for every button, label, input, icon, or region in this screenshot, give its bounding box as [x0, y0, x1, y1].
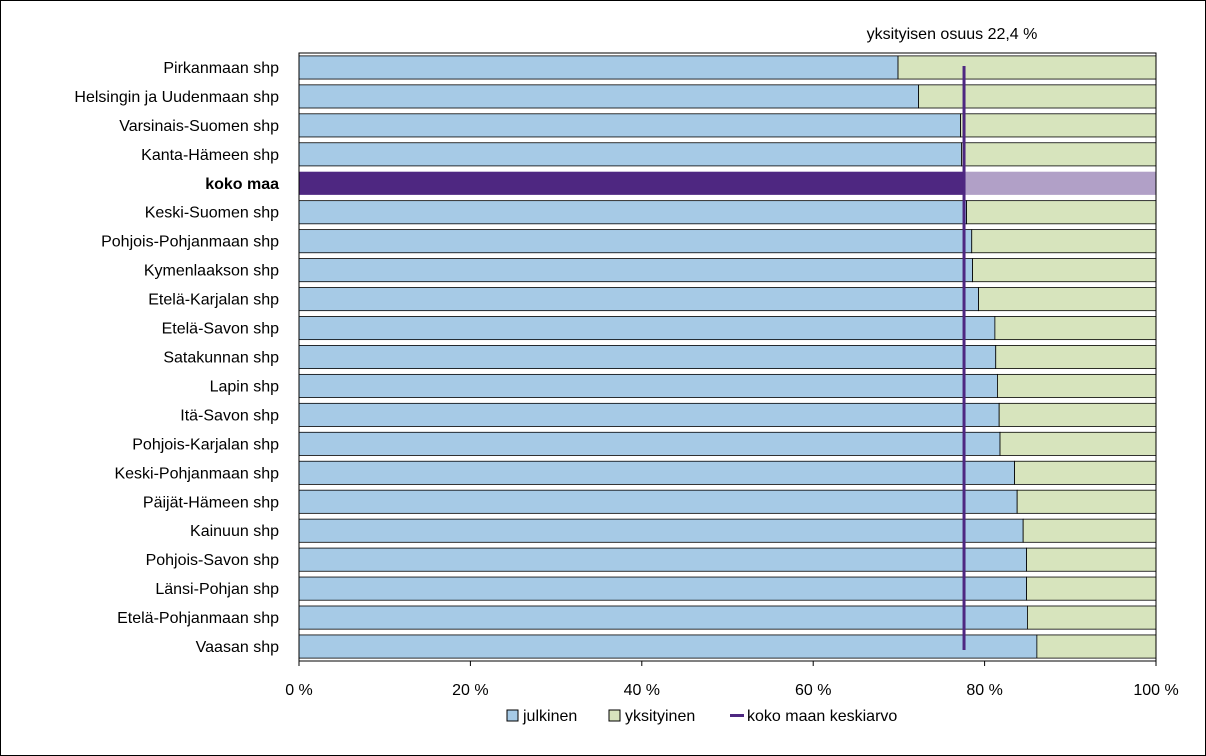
- bar-private: [960, 113, 1157, 138]
- plot-border: [298, 52, 1157, 662]
- category-label: Helsingin ja Uudenmaan shp: [74, 89, 279, 106]
- bar-public: [298, 373, 998, 398]
- category-label: Etelä-Savon shp: [162, 321, 280, 338]
- bar-private: [961, 142, 1157, 167]
- category-label: Pirkanmaan shp: [163, 60, 279, 77]
- x-tick-label: 40 %: [624, 682, 660, 699]
- bar-public: [298, 489, 1018, 514]
- legend-label: yksityinen: [625, 708, 695, 725]
- legend-swatch: [608, 709, 621, 722]
- bar-private: [918, 84, 1157, 109]
- x-tick-label: 20 %: [452, 682, 488, 699]
- bars-layer: [298, 55, 1157, 659]
- bar-private: [1027, 605, 1157, 630]
- legend-label: koko maan keskiarvo: [747, 708, 897, 725]
- bar-private: [1022, 518, 1157, 543]
- bar-private: [994, 316, 1157, 341]
- bar-private: [1026, 576, 1157, 601]
- bar-public: [298, 229, 973, 254]
- category-labels: Pirkanmaan shp Helsingin ja Uudenmaan shp…: [74, 60, 279, 656]
- bar-private: [964, 171, 1156, 195]
- bar-public: [298, 142, 962, 167]
- bar-public: [298, 316, 996, 341]
- bar-public: [298, 55, 899, 80]
- bar-private: [972, 258, 1157, 283]
- bar-public: [298, 258, 974, 283]
- legend-swatch: [506, 709, 519, 722]
- bar-private: [897, 55, 1157, 80]
- bar-public: [299, 171, 965, 195]
- category-label: Itä-Savon shp: [180, 407, 279, 424]
- private-share-annotation: yksityisen osuus 22,4 %: [867, 26, 1038, 43]
- bar-private: [998, 402, 1157, 427]
- category-label: Etelä-Karjalan shp: [148, 292, 279, 309]
- x-tick-label: 80 %: [966, 682, 1002, 699]
- bar-public: [298, 518, 1024, 543]
- bar-private: [999, 431, 1157, 456]
- category-label: Länsi-Pohjan shp: [155, 581, 279, 598]
- bar-private: [1016, 489, 1157, 514]
- category-label: Kymenlaakson shp: [144, 263, 279, 280]
- bar-private: [997, 373, 1157, 398]
- bar-public: [298, 431, 1001, 456]
- x-tick-label: 0 %: [285, 682, 313, 699]
- bar-public: [298, 634, 1038, 659]
- category-label: Varsinais-Suomen shp: [119, 118, 279, 135]
- bar-private: [1014, 460, 1157, 485]
- category-label: Lapin shp: [210, 378, 279, 395]
- bar-private: [971, 229, 1157, 254]
- x-tick-label: 100 %: [1133, 682, 1178, 699]
- bar-private: [966, 200, 1157, 225]
- legend: julkinen yksityinen koko maan keskiarvo: [506, 708, 897, 725]
- category-label: Päijät-Hämeen shp: [143, 494, 279, 511]
- bar-public: [298, 287, 980, 312]
- category-label: Keski-Suomen shp: [145, 205, 279, 222]
- x-axis-ticks: 0 % 20 % 40 % 60 % 80 % 100 %: [285, 661, 1179, 699]
- category-label: Kainuun shp: [190, 523, 279, 540]
- bar-private: [978, 287, 1157, 312]
- category-label: Vaasan shp: [196, 639, 279, 656]
- bar-private: [995, 345, 1157, 369]
- category-label: Satakunnan shp: [163, 350, 279, 367]
- category-label: Etelä-Pohjanmaan shp: [117, 610, 279, 627]
- bar-public: [298, 345, 997, 369]
- bar-public: [298, 402, 1000, 427]
- bar-public: [298, 113, 962, 138]
- bar-public: [298, 576, 1027, 601]
- category-label: Pohjois-Karjalan shp: [132, 436, 279, 453]
- bar-private: [1036, 634, 1157, 659]
- category-label: Pohjois-Savon shp: [146, 552, 280, 569]
- bar-public: [298, 605, 1028, 630]
- bar-public: [298, 200, 968, 225]
- legend-label: julkinen: [522, 708, 577, 725]
- x-tick-label: 60 %: [795, 682, 831, 699]
- category-label: Pohjois-Pohjanmaan shp: [101, 234, 279, 251]
- bar-private: [1026, 547, 1157, 572]
- bar-public: [298, 547, 1027, 572]
- category-label: Keski-Pohjanmaan shp: [114, 465, 279, 482]
- category-label: Kanta-Hämeen shp: [141, 147, 279, 164]
- bar-public: [298, 84, 920, 109]
- category-label: koko maa: [205, 176, 279, 193]
- bar-public: [298, 460, 1015, 485]
